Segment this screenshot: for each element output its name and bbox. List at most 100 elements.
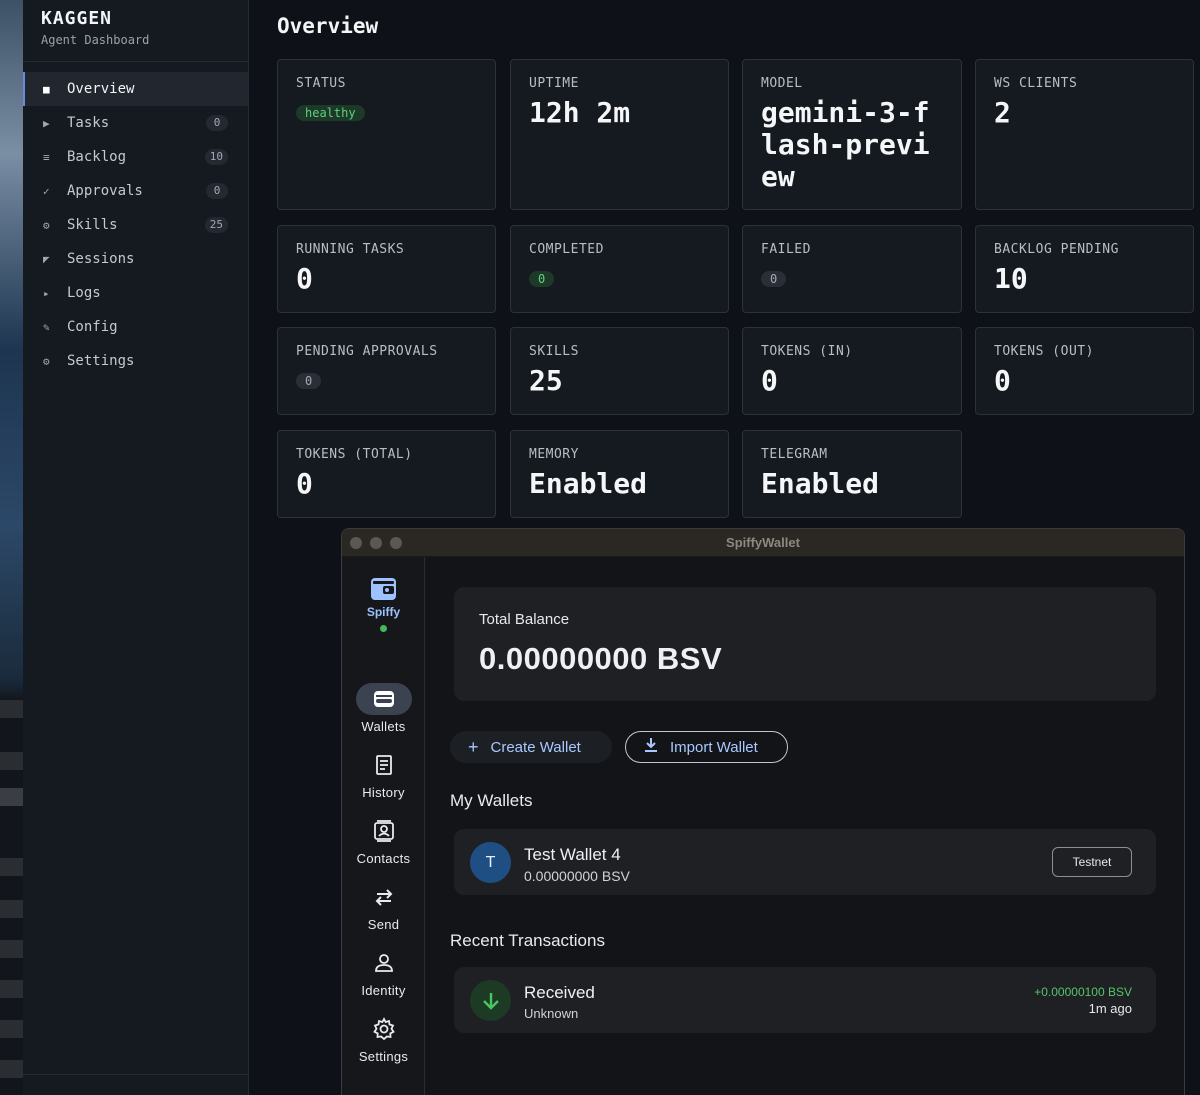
sidebar-nav: ■ Overview ▶ Tasks 0 ≡ Backlog 10 ✓ Appr… [23,72,248,378]
person-icon [356,947,412,979]
wallet-icon [355,683,412,715]
create-wallet-button[interactable]: + Create Wallet [450,731,612,763]
avatar: T [470,842,511,883]
check-icon: ✓ [43,184,50,198]
sidebar-item-label: Settings [67,353,135,369]
desktop-strip [0,858,23,876]
sidebar-item-label: Tasks [67,115,110,131]
card-value: 2 [994,96,1011,129]
nav-identity[interactable]: Identity [342,947,425,998]
button-label: Create Wallet [490,738,581,756]
list-icon: ≡ [43,150,50,164]
sidebar-item-backlog[interactable]: ≡ Backlog 10 [23,140,248,174]
card-label: TELEGRAM [761,447,828,462]
wallet-window: SpiffyWallet Spiffy [341,528,1185,1095]
sidebar-item-label: Logs [67,285,101,301]
gear-icon [356,1013,412,1045]
contacts-icon [356,815,412,847]
app-name: KAGGEN [41,8,113,29]
sidebar-item-overview[interactable]: ■ Overview [23,72,248,106]
receipt-icon [356,749,412,781]
sidebar-item-config[interactable]: ✎ Config [23,310,248,344]
nav-send[interactable]: Send [342,881,425,932]
sidebar-item-logs[interactable]: ▸ Logs [23,276,248,310]
model-card: MODEL gemini-3-flash-preview [742,59,962,210]
card-label: COMPLETED [529,242,604,257]
nav-wallets[interactable]: Wallets [342,683,425,734]
desktop-background [0,0,23,1095]
minimize-window-button[interactable] [370,537,382,549]
desktop-strip [0,788,23,806]
desktop-strip [0,900,23,918]
count-badge: 10 [204,149,228,165]
card-label: MEMORY [529,447,579,462]
skills-card: SKILLS 25 [510,327,729,415]
ws-clients-card: WS CLIENTS 2 [975,59,1194,210]
card-value: 0 [296,467,313,500]
nav-settings[interactable]: Settings [342,1013,425,1064]
wallet-name: Test Wallet 4 [524,845,621,864]
transaction-time: 1m ago [1088,1001,1132,1016]
nav-label: Contacts [356,851,411,866]
nav-contacts[interactable]: Contacts [342,815,425,866]
sidebar-item-label: Approvals [67,183,143,199]
wallet-row[interactable]: T Test Wallet 4 0.00000000 BSV Testnet [454,829,1156,895]
count-badge: 0 [761,271,787,287]
card-value: 12h 2m [529,96,631,129]
sidebar-item-skills[interactable]: ⚙ Skills 25 [23,208,248,242]
desktop-strip [0,980,23,998]
count-badge: 0 [296,373,322,389]
card-label: RUNNING TASKS [296,242,405,257]
nav-label: Send [367,917,400,932]
sidebar-item-label: Backlog [67,149,127,165]
desktop-strip [0,1060,23,1078]
sidebar: KAGGEN Agent Dashboard ■ Overview ▶ Task… [23,0,249,1095]
card-value: 10 [994,262,1028,295]
completed-card: COMPLETED 0 [510,225,729,313]
count-badge: 0 [206,183,228,199]
card-label: BACKLOG PENDING [994,242,1119,257]
window-titlebar[interactable]: SpiffyWallet [342,529,1184,557]
pending-approvals-card: PENDING APPROVALS 0 [277,327,496,415]
my-wallets-heading: My Wallets [450,791,533,810]
sidebar-item-label: Config [67,319,118,335]
card-label: FAILED [761,242,811,257]
desktop-strip [0,752,23,770]
backlog-pending-card: BACKLOG PENDING 10 [975,225,1194,313]
telegram-card: TELEGRAM Enabled [742,430,962,518]
page-title: Overview [277,14,379,38]
card-value: gemini-3-flash-preview [761,96,930,193]
sidebar-item-sessions[interactable]: ◤ Sessions [23,242,248,276]
gear-icon: ⚙ [43,218,50,232]
wallet-balance: 0.00000000 BSV [524,868,630,884]
plus-icon: + [468,736,479,757]
card-value: 0 [994,364,1011,397]
status-badge: healthy [296,105,365,121]
spiffy-brand: Spiffy [342,573,425,632]
nav-label: Identity [361,983,406,998]
download-icon [644,737,658,758]
close-window-button[interactable] [350,537,362,549]
card-value: 0 [761,364,778,397]
wallet-main: Total Balance 0.00000000 BSV + Create Wa… [426,557,1184,1095]
count-badge: 0 [206,115,228,131]
sidebar-item-tasks[interactable]: ▶ Tasks 0 [23,106,248,140]
nav-history[interactable]: History [342,749,425,800]
button-label: Import Wallet [670,738,758,756]
desktop-strip [0,940,23,958]
transaction-row[interactable]: Received Unknown +0.00000100 BSV 1m ago [454,967,1156,1033]
import-wallet-button[interactable]: Import Wallet [625,731,788,763]
sidebar-item-settings[interactable]: ⚙ Settings [23,344,248,378]
zoom-window-button[interactable] [390,537,402,549]
sidebar-item-approvals[interactable]: ✓ Approvals 0 [23,174,248,208]
card-value: 25 [529,364,563,397]
tokens-total-card: TOKENS (TOTAL) 0 [277,430,496,518]
status-card: STATUS healthy [277,59,496,210]
card-label: UPTIME [529,76,579,91]
memory-card: MEMORY Enabled [510,430,729,518]
sidebar-item-label: Overview [67,81,135,97]
pencil-icon: ✎ [43,320,50,334]
nav-label: Settings [358,1049,409,1064]
desktop-strip [0,1020,23,1038]
recent-transactions-heading: Recent Transactions [450,931,605,950]
